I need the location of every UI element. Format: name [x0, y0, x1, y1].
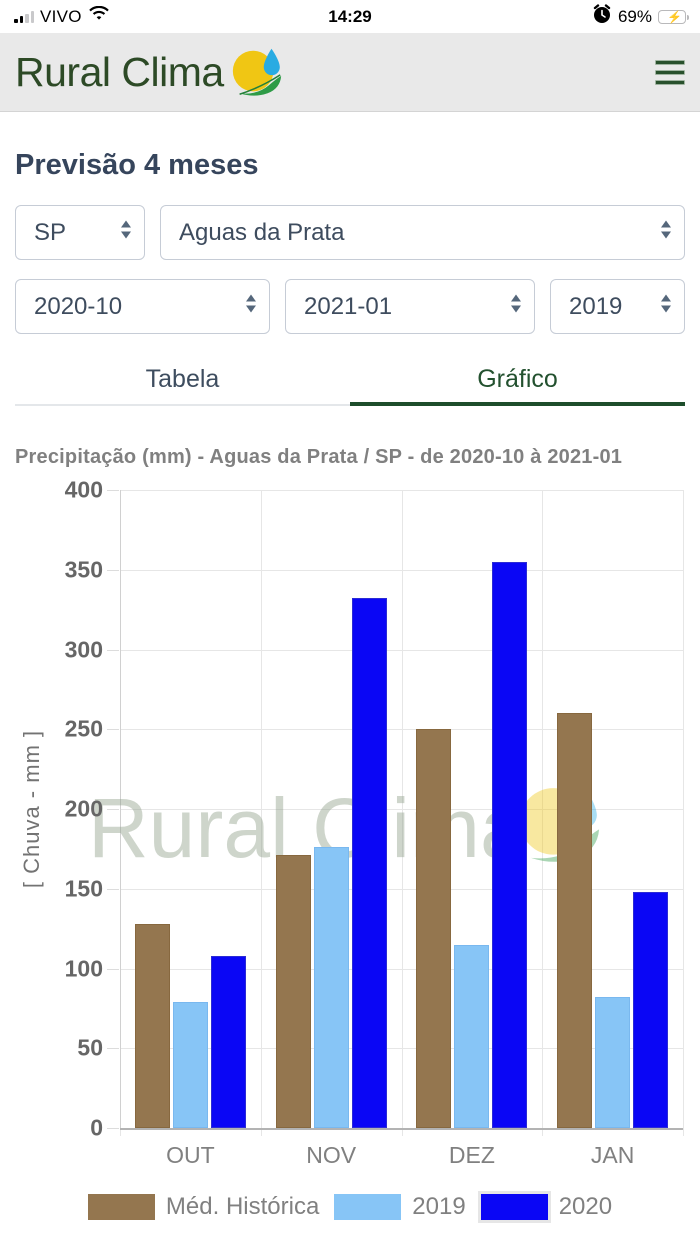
- period-start-value: 2020-10: [34, 292, 123, 320]
- legend-swatch-icon: [334, 1194, 402, 1220]
- y-tick-label: 50: [77, 1034, 103, 1061]
- select-arrows-icon: [244, 292, 258, 321]
- bar-2020-dez[interactable]: [492, 561, 528, 1128]
- bar-chart: Rural Clima [ Chuva - mm ] 0 50 100 150 200 2…: [0, 476, 700, 1180]
- y-tick-label: 200: [64, 795, 103, 822]
- legend-label: Méd. Histórica: [165, 1193, 320, 1220]
- tab-tabela[interactable]: Tabela: [15, 352, 350, 406]
- y-tick-label: 300: [64, 636, 103, 662]
- select-arrows-icon: [509, 292, 523, 321]
- legend-label: 2020: [558, 1193, 613, 1220]
- legend-item-2020[interactable]: 2020: [480, 1193, 613, 1221]
- v-gridline: [542, 490, 544, 1136]
- battery-charging-icon: ⚡: [658, 9, 689, 24]
- state-select-value: SP: [34, 218, 67, 246]
- city-select-value: Aguas da Prata: [179, 218, 345, 246]
- brand: Rural Clima: [15, 43, 286, 101]
- y-tick: [107, 888, 119, 890]
- chart-title: Precipitação (mm) - Aguas da Prata / SP …: [15, 446, 623, 468]
- bar-m-d-hist-rica-out[interactable]: [134, 923, 170, 1128]
- wifi-icon: [88, 5, 110, 27]
- page-title: Previsão 4 meses: [15, 149, 259, 181]
- y-tick-label: 400: [64, 476, 103, 503]
- legend-item-m-d-hist-rica[interactable]: Méd. Histórica: [87, 1193, 320, 1221]
- y-tick: [107, 649, 119, 651]
- x-tick-label-jan: JAN: [590, 1142, 635, 1168]
- carrier-label: VIVO: [40, 6, 82, 26]
- bar-m-d-hist-rica-nov[interactable]: [275, 855, 311, 1128]
- x-tick-label-dez: DEZ: [448, 1142, 495, 1168]
- state-select[interactable]: SP: [15, 205, 145, 260]
- y-tick-label: 150: [64, 875, 103, 902]
- y-tick-label: 100: [64, 955, 103, 981]
- legend-item-2019[interactable]: 2019: [334, 1193, 466, 1221]
- v-gridline: [260, 490, 262, 1136]
- bar-m-d-hist-rica-jan[interactable]: [557, 713, 593, 1128]
- bar-m-d-hist-rica-dez[interactable]: [416, 729, 452, 1128]
- y-tick: [107, 1128, 119, 1129]
- x-tick-label-out: OUT: [166, 1142, 215, 1168]
- v-gridline: [683, 490, 684, 1136]
- clock-time: 14:29: [328, 6, 372, 26]
- bar-2020-nov[interactable]: [351, 598, 387, 1128]
- y-tick: [107, 1048, 119, 1050]
- chart-legend: Méd. Histórica 2019 2020: [0, 1193, 700, 1221]
- y-tick: [107, 968, 119, 970]
- y-tick-label: 250: [64, 715, 103, 742]
- y-axis-title: [ Chuva - mm ]: [19, 729, 44, 889]
- tab-grafico[interactable]: Gráfico: [350, 352, 685, 406]
- city-select[interactable]: Aguas da Prata: [160, 205, 685, 260]
- bar-2020-out[interactable]: [210, 955, 246, 1128]
- bar-2019-jan[interactable]: [595, 997, 631, 1128]
- bar-2019-dez[interactable]: [454, 944, 490, 1128]
- legend-swatch-icon: [480, 1194, 548, 1220]
- x-tick-label-nov: NOV: [306, 1142, 357, 1168]
- bar-2019-nov[interactable]: [313, 847, 349, 1128]
- status-bar: VIVO 14:29 69% ⚡: [0, 0, 700, 33]
- app-header: Rural Clima: [0, 33, 700, 112]
- y-tick: [107, 729, 119, 731]
- menu-hamburger-icon[interactable]: [655, 59, 685, 85]
- compare-year-select[interactable]: 2019: [550, 279, 685, 334]
- y-tick-label: 350: [64, 556, 103, 583]
- select-arrows-icon: [659, 292, 673, 321]
- legend-label: 2019: [412, 1193, 466, 1220]
- battery-percent-label: 69%: [617, 6, 652, 26]
- period-end-select[interactable]: 2021-01: [285, 279, 535, 334]
- compare-year-value: 2019: [569, 292, 623, 320]
- period-end-value: 2021-01: [304, 292, 393, 320]
- bar-2019-out[interactable]: [172, 1001, 208, 1128]
- y-axis-line: [120, 490, 121, 1128]
- cell-signal-icon: [14, 10, 34, 23]
- legend-swatch-icon: [87, 1194, 155, 1220]
- y-tick: [107, 809, 119, 810]
- bar-2020-jan[interactable]: [633, 891, 669, 1128]
- y-tick: [107, 569, 119, 571]
- period-start-select[interactable]: 2020-10: [15, 279, 270, 334]
- brand-name: Rural Clima: [15, 48, 224, 95]
- select-arrows-icon: [659, 218, 673, 247]
- y-tick: [107, 490, 119, 491]
- x-axis-line: [120, 1128, 683, 1130]
- v-gridline: [401, 490, 403, 1136]
- y-tick-label: 0: [90, 1114, 103, 1141]
- select-arrows-icon: [119, 218, 133, 247]
- rural-clima-logo-icon: [232, 48, 281, 96]
- view-tabs: Tabela Gráfico: [15, 352, 685, 406]
- alarm-clock-icon: [592, 4, 612, 29]
